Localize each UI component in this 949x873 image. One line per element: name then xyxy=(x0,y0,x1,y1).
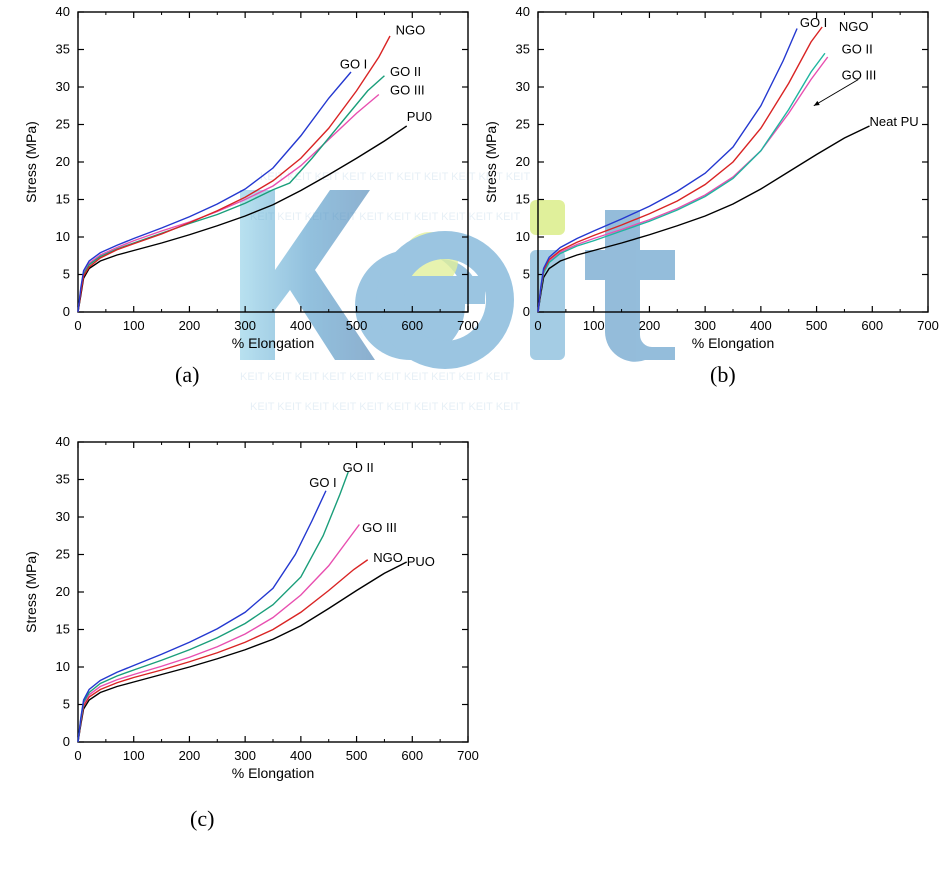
svg-text:40: 40 xyxy=(56,434,70,449)
series-label-GO III: GO III xyxy=(362,520,397,535)
svg-text:300: 300 xyxy=(694,318,716,333)
svg-text:300: 300 xyxy=(234,318,256,333)
series-GO III xyxy=(78,95,379,313)
series-label-GO II: GO II xyxy=(390,64,421,79)
series-GO III xyxy=(538,57,828,312)
series-GO I xyxy=(78,491,326,742)
series-label-NGO: NGO xyxy=(839,19,869,34)
svg-text:700: 700 xyxy=(457,748,479,763)
svg-text:600: 600 xyxy=(861,318,883,333)
series-label-PUO: PUO xyxy=(407,554,435,569)
series-label-NGO: NGO xyxy=(396,23,426,38)
series-GO II xyxy=(538,53,825,312)
svg-text:700: 700 xyxy=(917,318,939,333)
svg-text:0: 0 xyxy=(74,318,81,333)
series-NGO xyxy=(78,560,368,742)
svg-text:5: 5 xyxy=(63,697,70,712)
series-label-GO I: GO I xyxy=(340,56,367,71)
svg-text:300: 300 xyxy=(234,748,256,763)
series-label-GO I: GO I xyxy=(800,15,827,30)
svg-text:500: 500 xyxy=(806,318,828,333)
page: KEIT KEIT KEIT KEIT KEIT KEIT KEIT KEIT … xyxy=(0,0,949,873)
series-GO I xyxy=(78,72,351,312)
svg-text:10: 10 xyxy=(56,659,70,674)
svg-text:40: 40 xyxy=(56,4,70,19)
svg-text:25: 25 xyxy=(56,547,70,562)
svg-text:0: 0 xyxy=(74,748,81,763)
series-PU0 xyxy=(78,126,407,312)
series-GO I xyxy=(538,29,797,313)
series-label-GO III: GO III xyxy=(390,83,425,98)
svg-text:600: 600 xyxy=(401,318,423,333)
svg-text:10: 10 xyxy=(516,229,530,244)
svg-text:25: 25 xyxy=(56,117,70,132)
svg-text:35: 35 xyxy=(56,472,70,487)
series-GO III xyxy=(78,525,359,743)
svg-text:30: 30 xyxy=(56,79,70,94)
svg-text:% Elongation: % Elongation xyxy=(232,765,315,781)
svg-text:0: 0 xyxy=(63,734,70,749)
svg-text:Stress (MPa): Stress (MPa) xyxy=(483,121,499,203)
series-NGO xyxy=(78,36,390,312)
series-label-NGO: NGO xyxy=(373,550,403,565)
series-label-GO II: GO II xyxy=(842,41,873,56)
series-Neat PU xyxy=(538,126,870,312)
svg-text:20: 20 xyxy=(56,154,70,169)
svg-text:% Elongation: % Elongation xyxy=(692,335,775,351)
svg-text:15: 15 xyxy=(56,192,70,207)
svg-text:20: 20 xyxy=(516,154,530,169)
series-label-GO II: GO II xyxy=(343,460,374,475)
svg-text:100: 100 xyxy=(123,748,145,763)
panel-label-b: (b) xyxy=(710,362,736,388)
series-label-GO III: GO III xyxy=(842,68,877,83)
svg-text:Stress (MPa): Stress (MPa) xyxy=(23,121,39,203)
panel-label-a: (a) xyxy=(175,362,199,388)
svg-text:100: 100 xyxy=(583,318,605,333)
svg-text:600: 600 xyxy=(401,748,423,763)
series-NGO xyxy=(538,27,822,312)
svg-text:0: 0 xyxy=(63,304,70,319)
series-PUO xyxy=(78,562,407,742)
series-label-GO I: GO I xyxy=(309,475,336,490)
svg-text:25: 25 xyxy=(516,117,530,132)
svg-text:Stress (MPa): Stress (MPa) xyxy=(23,551,39,633)
svg-text:500: 500 xyxy=(346,748,368,763)
svg-text:KEIT KEIT KEIT KEIT KEIT KEIT: KEIT KEIT KEIT KEIT KEIT KEIT KEIT KEIT … xyxy=(240,371,510,383)
svg-text:500: 500 xyxy=(346,318,368,333)
chart-panel-a: 0 100 200 300 400 500 600 700 0 5 10 15 20 25 30 35 40 % … xyxy=(20,0,480,360)
svg-text:700: 700 xyxy=(457,318,479,333)
svg-text:KEIT KEIT KEIT KEIT KEIT KEIT: KEIT KEIT KEIT KEIT KEIT KEIT KEIT KEIT … xyxy=(250,401,520,413)
svg-text:15: 15 xyxy=(516,192,530,207)
panel-label-c: (c) xyxy=(190,806,214,832)
svg-text:10: 10 xyxy=(56,229,70,244)
svg-text:30: 30 xyxy=(516,79,530,94)
svg-text:35: 35 xyxy=(516,42,530,57)
svg-text:400: 400 xyxy=(290,318,312,333)
chart-panel-b: 0 100 200 300 400 500 600 700 0 5 10 15 20 25 30 35 40 % … xyxy=(480,0,940,360)
series-GO II xyxy=(78,76,384,312)
svg-text:30: 30 xyxy=(56,509,70,524)
svg-text:5: 5 xyxy=(63,267,70,282)
svg-text:% Elongation: % Elongation xyxy=(232,335,315,351)
svg-text:200: 200 xyxy=(179,748,201,763)
svg-text:400: 400 xyxy=(290,748,312,763)
svg-text:5: 5 xyxy=(523,267,530,282)
chart-panel-c: 0 100 200 300 400 500 600 700 0 5 10 15 20 25 30 35 40 % … xyxy=(20,430,480,790)
svg-text:0: 0 xyxy=(523,304,530,319)
svg-text:200: 200 xyxy=(179,318,201,333)
svg-text:200: 200 xyxy=(639,318,661,333)
svg-text:40: 40 xyxy=(516,4,530,19)
svg-text:400: 400 xyxy=(750,318,772,333)
svg-text:100: 100 xyxy=(123,318,145,333)
svg-text:15: 15 xyxy=(56,622,70,637)
svg-text:0: 0 xyxy=(534,318,541,333)
series-label-Neat PU: Neat PU xyxy=(870,114,919,129)
svg-text:35: 35 xyxy=(56,42,70,57)
svg-text:20: 20 xyxy=(56,584,70,599)
series-label-PU0: PU0 xyxy=(407,109,432,124)
